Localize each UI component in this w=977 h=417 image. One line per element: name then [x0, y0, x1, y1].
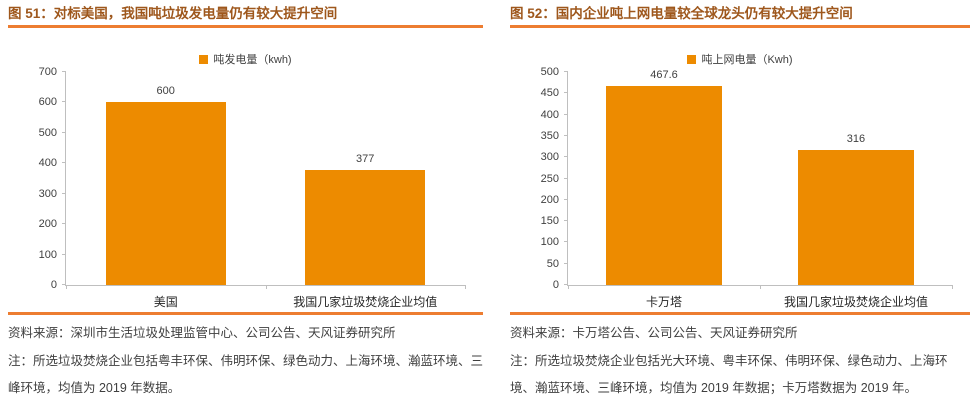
y-axis-tick-label: 100: [540, 236, 559, 249]
y-axis-tick-label: 500: [38, 126, 57, 139]
title-underline: [510, 25, 970, 28]
x-category-label: 卡万塔: [645, 295, 683, 309]
y-axis-tick-mark: [62, 192, 66, 194]
y-axis-tick-label: 0: [552, 279, 559, 291]
plot-area: 0 50 100 150 200 250 300 350 400 450 500 467.6 卡万塔 31…: [541, 66, 953, 309]
y-axis-tick-label: 400: [38, 157, 57, 170]
chart-bar: [305, 170, 426, 285]
y-axis-tick-label: 150: [540, 215, 559, 228]
y-axis-tick-mark: [564, 262, 568, 264]
figure-52: 图 52：国内企业吨上网电量较全球龙头仍有较大提升空间 吨上网电量（Kwh) 0…: [488, 0, 977, 417]
y-axis-tick-mark: [564, 241, 568, 243]
chart-legend: 吨发电量（kwh): [8, 52, 483, 66]
source-text: 资料来源：卡万塔公告、公司公告、天风证券研究所: [510, 326, 798, 340]
y-axis-tick-mark: [564, 71, 568, 72]
y-axis-tick-label: 200: [38, 218, 57, 231]
note-text: 注：所选垃圾焚烧企业包括光大环境、粤丰环保、伟明环保、绿色动力、上海环境、瀚蓝环…: [510, 353, 948, 396]
y-axis-tick-label: 300: [540, 151, 559, 164]
x-category-label: 我国几家垃圾焚烧企业均值: [783, 295, 929, 309]
note-text: 注：所选垃圾焚烧企业包括粤丰环保、伟明环保、绿色动力、上海环境、瀚蓝环境、三峰环…: [8, 353, 484, 396]
legend-swatch-icon: [199, 54, 209, 64]
x-axis-tick-mark: [952, 285, 953, 289]
x-axis-tick-mark: [760, 285, 761, 289]
x-axis-tick-mark: [66, 285, 67, 289]
y-axis-tick-mark: [564, 177, 568, 179]
x-axis-tick-mark: [465, 285, 466, 289]
bar-value-label: 600: [156, 85, 175, 98]
y-axis-tick-mark: [62, 284, 66, 285]
y-axis-tick-label: 600: [38, 96, 57, 109]
y-axis-tick-label: 250: [540, 172, 559, 185]
x-axis-tick-mark: [568, 285, 569, 289]
y-axis-tick-label: 200: [540, 193, 559, 206]
source-divider: [510, 312, 970, 315]
chart-legend: 吨上网电量（Kwh): [510, 52, 970, 66]
x-category-label: 我国几家垃圾焚烧企业均值: [293, 295, 438, 309]
y-axis-tick-mark: [564, 92, 568, 94]
figure-52-bar-chart: 吨上网电量（Kwh) 0 50 100 150 200 250 300 350 400 450 50…: [510, 52, 970, 309]
y-axis-tick-mark: [62, 131, 66, 133]
y-axis-tick-label: 450: [540, 87, 559, 100]
bar-value-label: 316: [846, 133, 866, 146]
source-text: 资料来源：深圳市生活垃圾处理监管中心、公司公告、天风证券研究所: [8, 326, 396, 340]
figure-52-title: 图 52：国内企业吨上网电量较全球龙头仍有较大提升空间: [510, 6, 853, 21]
y-axis-tick-mark: [564, 156, 568, 158]
plot-area: 0 100 200 300 400 500 600 700 600 美国 377 我国几家垃圾焚烧企业…: [39, 66, 466, 309]
y-axis-tick-mark: [564, 220, 568, 222]
chart-bar: [105, 102, 226, 285]
legend-label: 吨发电量（kwh): [213, 54, 292, 66]
y-axis-tick-mark: [564, 134, 568, 136]
y-axis-tick-mark: [62, 71, 66, 72]
y-axis-tick-mark: [564, 198, 568, 200]
y-axis-tick-mark: [564, 284, 568, 285]
y-axis-tick-label: 700: [38, 66, 57, 78]
source-divider: [8, 312, 483, 315]
y-axis-tick-mark: [62, 253, 66, 255]
y-axis-tick-label: 400: [540, 108, 559, 121]
y-axis-tick-mark: [62, 101, 66, 103]
figure-51-title: 图 51：对标美国，我国吨垃圾发电量仍有较大提升空间: [8, 6, 338, 21]
y-axis-tick-label: 500: [540, 66, 559, 78]
chart-bar: [606, 85, 722, 285]
legend-label: 吨上网电量（Kwh): [701, 54, 793, 66]
y-axis-tick-mark: [62, 162, 66, 164]
x-axis-tick-mark: [265, 285, 267, 289]
bar-value-label: 377: [356, 153, 375, 166]
y-axis-tick-label: 50: [546, 257, 559, 270]
y-axis-tick-mark: [62, 223, 66, 225]
y-axis-tick-label: 350: [540, 129, 559, 142]
figure-51-bar-chart: 吨发电量（kwh) 0 100 200 300 400 500 600 700 600 美国 377…: [8, 52, 483, 309]
x-category-label: 美国: [153, 295, 178, 309]
bar-value-label: 467.6: [650, 68, 678, 81]
legend-swatch-icon: [687, 54, 697, 64]
chart-bar: [798, 150, 914, 285]
y-axis-tick-mark: [564, 113, 568, 115]
y-axis-tick-label: 0: [50, 279, 57, 291]
figure-51: 图 51：对标美国，我国吨垃圾发电量仍有较大提升空间 吨发电量（kwh) 0 10…: [0, 0, 488, 417]
y-axis-tick-label: 100: [38, 248, 57, 261]
y-axis-tick-label: 300: [38, 187, 57, 200]
title-underline: [8, 25, 483, 28]
